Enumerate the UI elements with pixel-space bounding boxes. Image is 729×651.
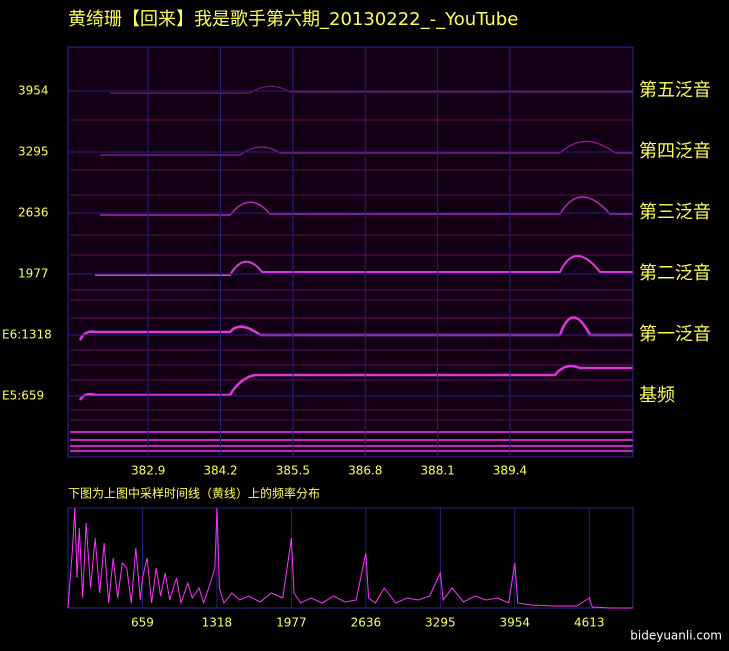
x-tick-label: 384.2 <box>203 464 237 478</box>
x-tick-label: 388.1 <box>420 464 454 478</box>
plot-frame <box>67 46 634 458</box>
annotation: 基频 <box>639 385 675 406</box>
spectrogram-background <box>68 47 633 457</box>
y-tick-label: 3295 <box>18 145 49 159</box>
annotation: 第一泛音 <box>639 324 711 345</box>
x-tick-label: 389.4 <box>493 464 527 478</box>
x-tick-label: 659 <box>131 616 154 630</box>
y-tick-label: E6:1318 <box>2 328 52 342</box>
annotation: 第四泛音 <box>639 141 711 162</box>
annotation: 第三泛音 <box>639 202 711 223</box>
spectrum-line <box>67 507 633 609</box>
chart-caption: 下图为上图中采样时间线（黄线）上的频率分布 <box>68 486 320 501</box>
y-tick-label: E5:659 <box>2 389 44 403</box>
annotation: 第五泛音 <box>639 80 711 101</box>
x-tick-label: 2636 <box>351 616 382 630</box>
x-tick-label: 382.9 <box>131 464 165 478</box>
x-tick-label: 3295 <box>425 616 456 630</box>
y-tick-label: 1977 <box>18 267 49 281</box>
x-tick-label: 4613 <box>574 616 605 630</box>
y-tick-label: 3954 <box>18 84 49 98</box>
x-tick-label: 3954 <box>500 616 531 630</box>
chart-title: 黄绮珊【回来】我是歌手第六期_20130222_-_YouTube <box>68 9 518 30</box>
y-tick-label: 2636 <box>18 206 49 220</box>
watermark: bideyuanli.com <box>630 629 722 643</box>
annotation: 第二泛音 <box>639 263 711 284</box>
plot-frame <box>67 507 634 609</box>
x-tick-label: 1318 <box>202 616 233 630</box>
x-tick-label: 1977 <box>276 616 307 630</box>
x-tick-label: 386.8 <box>348 464 382 478</box>
spectrogram-texture <box>70 85 633 452</box>
x-tick-label: 385.5 <box>276 464 310 478</box>
